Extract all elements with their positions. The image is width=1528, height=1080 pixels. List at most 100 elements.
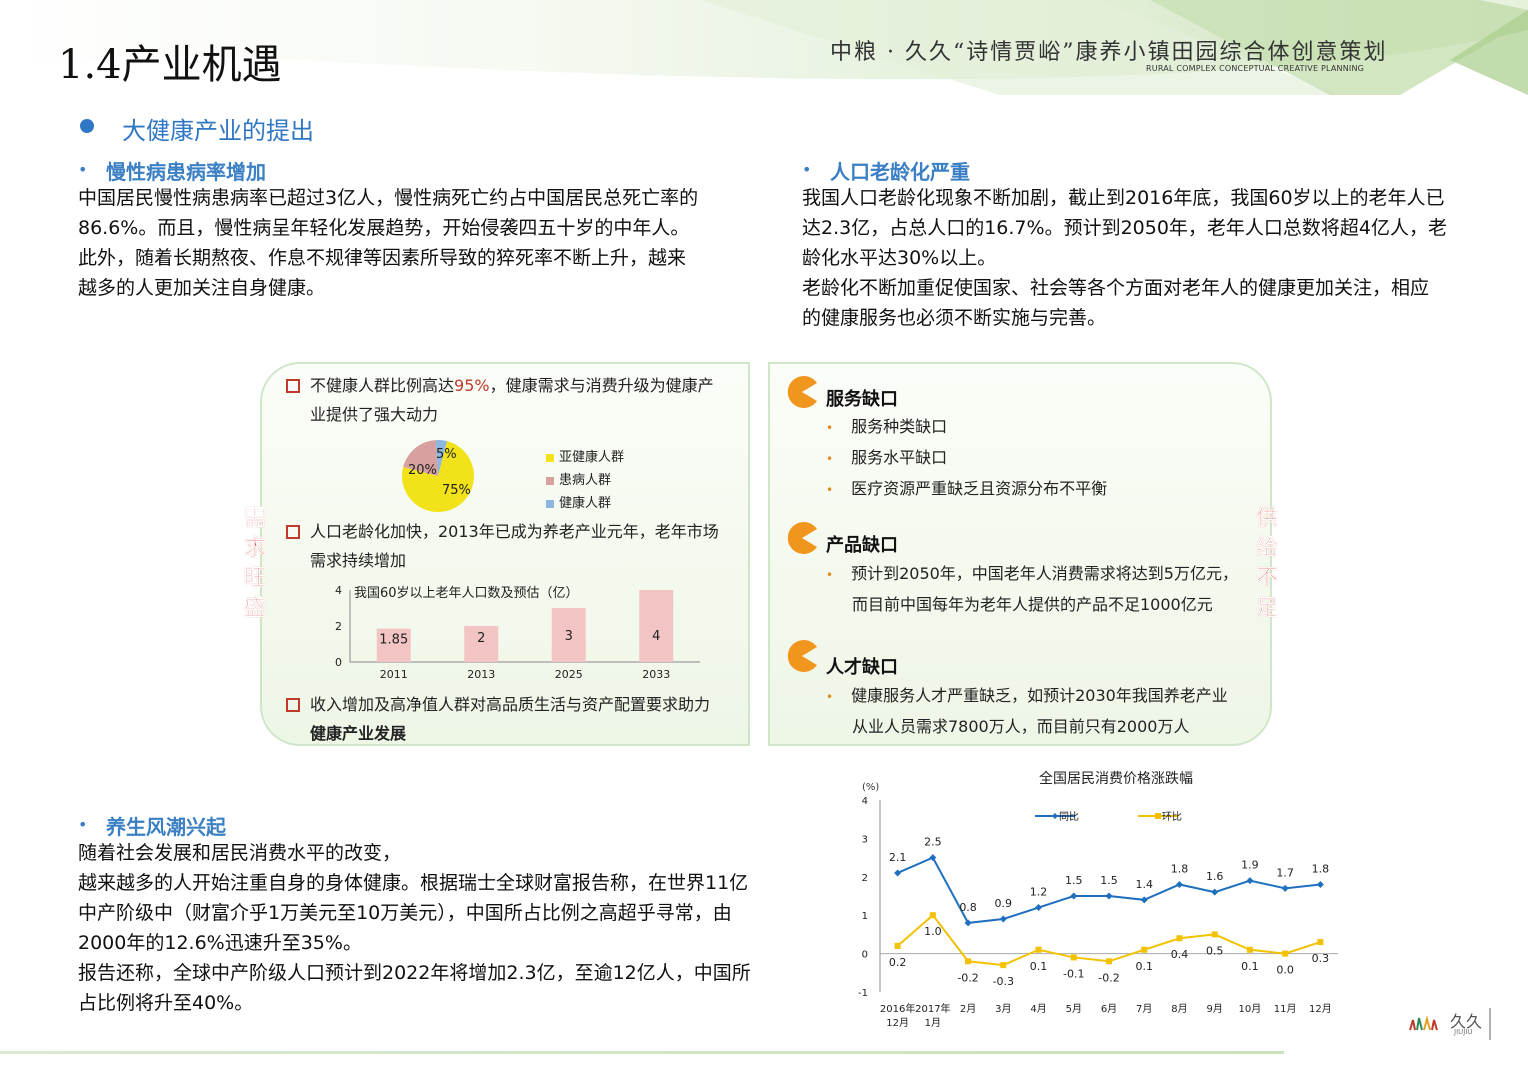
bar-value-label: 3	[565, 629, 573, 644]
list-item: • 健康服务人才严重缺乏，如预计2030年我国养老产业	[826, 681, 1246, 712]
service-gap-title: 服务缺口	[826, 389, 898, 410]
footer-divider	[0, 1051, 1284, 1054]
product-gap-list: • 预计到2050年，中国老年人消费需求将达到5万亿元， 而目前中国每年为老年人提…	[826, 559, 1246, 619]
list-item: • 医疗资源严重缺乏且资源分布不平衡	[826, 474, 1226, 505]
legend-label: 患病人群	[559, 473, 612, 488]
section-heading: 大健康产业的提出	[122, 117, 314, 145]
bar-x-tick: 2013	[467, 668, 495, 681]
aging-paragraph: 我国人口老龄化现象不断加剧，截止到2016年底，我国60岁以上的老年人已 达2.…	[802, 183, 1502, 333]
cpi-point	[1317, 939, 1324, 946]
pacman-icon	[787, 376, 817, 408]
text-line: 2000年的12.6%迅速升至35%。	[78, 932, 362, 954]
bar-value-label: 1.85	[379, 632, 408, 647]
text-line: 业提供了强大动力	[310, 405, 439, 424]
bar-value-label: 4	[652, 629, 660, 644]
demand-item-2: 人口老龄化加快，2013年已成为养老产业元年，老年市场 需求持续增加	[310, 517, 740, 575]
text-line: 健康产业发展	[310, 724, 407, 743]
legend-swatch	[546, 453, 554, 462]
cpi-point	[1211, 931, 1218, 938]
cpi-point	[1282, 950, 1289, 957]
page-title: 1.4产业机遇	[58, 42, 282, 88]
list-item: • 服务种类缺口	[826, 412, 1226, 443]
cpi-point-label: 1.5	[1065, 874, 1083, 887]
highlight-percent: 95%	[454, 376, 490, 395]
cpi-point	[894, 942, 901, 949]
cpi-x-tick: 12月	[886, 1017, 909, 1029]
cpi-y-tick: 3	[862, 834, 868, 845]
cpi-y-tick: 4	[862, 796, 868, 807]
cpi-point-label: -0.3	[993, 975, 1014, 988]
cpi-point-label: 1.7	[1276, 866, 1294, 879]
side-char: 盛	[243, 596, 267, 622]
bar	[376, 628, 411, 662]
cpi-point-label: 0.1	[1030, 960, 1048, 973]
cpi-point	[1035, 946, 1042, 953]
bar-y-tick: 4	[335, 584, 342, 597]
cpi-x-tick: 9月	[1207, 1003, 1223, 1015]
text-line: 此外，随着长期熬夜、作息不规律等因素所导致的猝死率不断上升，越来	[78, 247, 687, 269]
header-band	[0, 0, 1528, 95]
text-line: 龄化水平达30%以上。	[802, 247, 997, 269]
elderly-population-bar-chart: 我国60岁以上老年人口数及预估（亿） 0 2 4 1.85 2011 2 2013 3 2025…	[335, 584, 700, 681]
cpi-point	[1211, 888, 1219, 896]
talent-gap-list: • 健康服务人才严重缺乏，如预计2030年我国养老产业 从业人员需求7800万人，…	[826, 681, 1246, 741]
talent-gap-title: 人才缺口	[826, 657, 898, 678]
list-item: • 服务水平缺口	[826, 443, 1226, 474]
text-line: 中产阶级中（财富介乎1万美元至10万美元），中国所占比例之高超乎寻常，由	[78, 902, 732, 924]
list-mark: •	[826, 568, 834, 582]
cpi-point	[964, 919, 972, 927]
logo-text-cn: 久久	[1450, 1012, 1483, 1031]
cpi-point	[1070, 892, 1078, 900]
cpi-point-label: 2.1	[889, 851, 907, 864]
side-char: 需	[243, 506, 267, 532]
square-bullet-icon	[286, 698, 300, 712]
cpi-point-label: 0.1	[1241, 960, 1259, 973]
cpi-x-tick: 2017年	[915, 1002, 950, 1015]
cpi-point	[1316, 880, 1324, 888]
text-line: 86.6%。而且，慢性病呈年轻化发展趋势，开始侵袭四五十岁的中年人。	[78, 217, 690, 239]
square-bullet-icon	[286, 525, 300, 539]
cpi-point	[894, 869, 902, 877]
cpi-point	[1176, 935, 1183, 942]
cpi-point-label: 1.4	[1135, 878, 1153, 891]
legend-item: 亚健康人群	[546, 446, 624, 469]
cpi-point-label: -0.2	[1098, 971, 1119, 984]
health-pie-chart: 75% 20%5%	[402, 440, 474, 512]
pacman-icon	[787, 640, 817, 672]
text-line: 占比例将升至40%。	[78, 992, 254, 1014]
cpi-point-label: -0.1	[1063, 967, 1084, 980]
cpi-point	[929, 912, 936, 919]
cpi-y-tick: 0	[862, 950, 868, 961]
wellness-paragraph: 随着社会发展和居民消费水平的改变， 越来越多的人开始注重自身的身体健康。根据瑞士…	[78, 838, 818, 1018]
legend-swatch	[546, 476, 554, 485]
list-mark: •	[826, 452, 834, 466]
cpi-point	[1140, 896, 1148, 904]
cpi-point	[965, 958, 972, 965]
cpi-point-label: 1.0	[924, 925, 942, 938]
cpi-point-label: 1.2	[1030, 886, 1048, 899]
list-mark: •	[826, 421, 834, 435]
cpi-point-label: 1.6	[1206, 870, 1224, 883]
legend-item: 患病人群	[546, 469, 624, 492]
cpi-point-label: 0.9	[995, 897, 1013, 910]
text-line: 需求持续增加	[310, 551, 407, 570]
bar	[464, 626, 499, 662]
side-char: 足	[1255, 596, 1279, 622]
text-segment: 不健康人群比例高达	[310, 376, 455, 395]
logo-mark-icon	[1409, 1008, 1491, 1040]
cpi-point-label: 1.9	[1241, 859, 1259, 872]
text-line: 中国居民慢性病患病率已超过3亿人，慢性病死亡约占中国居民总死亡率的	[78, 187, 699, 209]
list-item-text: 预计到2050年，中国老年人消费需求将达到5万亿元，	[851, 564, 1238, 583]
cpi-point	[1105, 892, 1113, 900]
list-item-text: 从业人员需求7800万人，而目前只有2000万人	[852, 717, 1190, 736]
list-mark: •	[826, 690, 834, 704]
cpi-series-line	[896, 913, 1321, 967]
bar-y-tick: 2	[335, 620, 342, 633]
cpi-x-tick: 7月	[1136, 1003, 1152, 1015]
demand-item-3: 收入增加及高净值人群对高品质生活与资产配置要求助力 健康产业发展	[310, 690, 740, 748]
cpi-point-label: -0.2	[957, 971, 978, 984]
cpi-x-tick: 5月	[1066, 1003, 1082, 1015]
bullet-mark: •	[78, 815, 88, 834]
bar-x-tick: 2025	[555, 668, 583, 681]
bullet-mark: •	[78, 160, 88, 179]
